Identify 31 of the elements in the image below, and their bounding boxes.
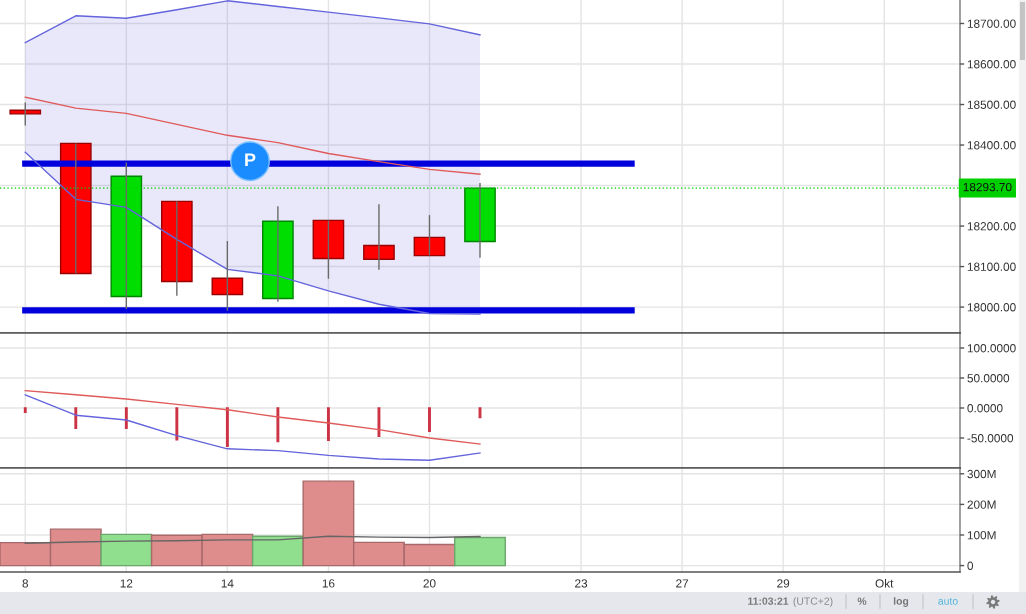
y-tick-label: 300M: [967, 469, 996, 479]
y-tick-label: 0: [967, 561, 974, 570]
x-tick-label: 20: [423, 579, 436, 588]
y-tick-label: 200M: [967, 500, 996, 509]
x-tick-label: 8: [22, 579, 29, 588]
y-tick-label: 0.0000: [967, 404, 1003, 413]
y-tick-label: 18700.00: [967, 19, 1016, 28]
y-tick-label: -50.0000: [967, 434, 1014, 443]
x-tick-label: 14: [221, 579, 234, 588]
y-tick-label: 18100.00: [967, 262, 1016, 271]
x-tick-label: 23: [575, 579, 588, 588]
text: (UTC+2): [793, 597, 833, 607]
y-tick-label: 100.0000: [967, 344, 1016, 353]
y-tick-label: 18000.00: [967, 303, 1016, 312]
x-tick-label: 27: [676, 579, 689, 588]
x-tick-label: 16: [322, 579, 335, 588]
text: log: [893, 597, 909, 607]
annotation: P: [245, 153, 256, 166]
x-tick-label: Okt: [875, 578, 894, 588]
text: 11:03:21: [748, 597, 789, 605]
ref-line-label: 18293.70: [963, 182, 1012, 192]
x-tick-label: 12: [120, 579, 133, 588]
text: auto: [938, 597, 958, 605]
x-tick-label: 29: [777, 579, 790, 588]
y-tick-label: 100M: [967, 531, 996, 540]
y-tick-label: 18500.00: [967, 100, 1016, 109]
y-tick-label: 18400.00: [967, 141, 1016, 150]
y-tick-label: 18600.00: [967, 60, 1016, 69]
y-tick-label: 18200.00: [967, 222, 1016, 231]
y-tick-label: 50.0000: [967, 374, 1010, 383]
text: %: [857, 597, 867, 605]
